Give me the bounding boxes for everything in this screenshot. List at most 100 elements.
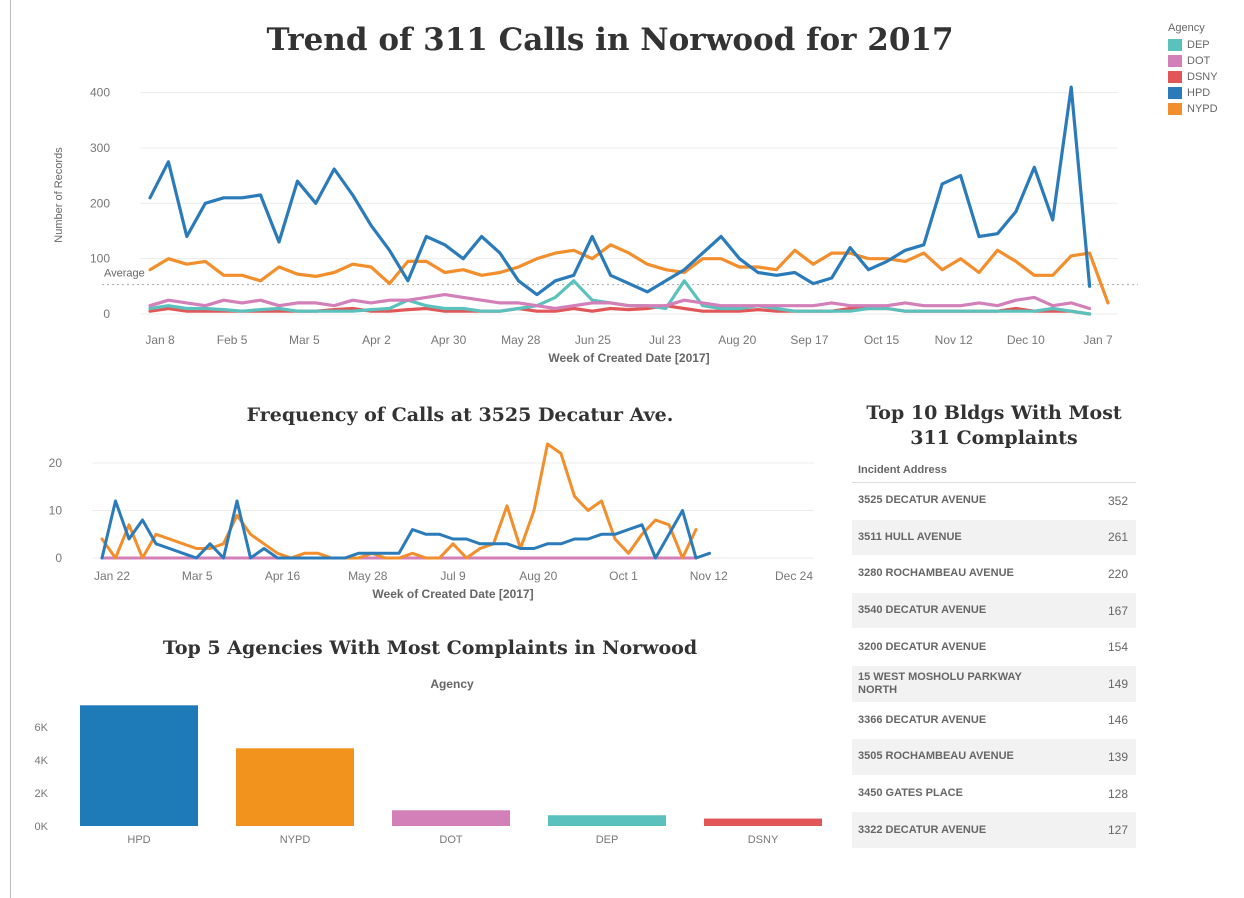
table-row: 3322 DECATUR AVENUE 127 (852, 812, 1136, 849)
bar-nypd (236, 748, 354, 826)
x-tick-label: Apr 16 (265, 569, 301, 583)
legend-label: DOT (1187, 55, 1211, 67)
table-row: 3505 ROCHAMBEAU AVENUE 139 (852, 739, 1136, 776)
top10-title-line2: 311 Complaints (910, 427, 1078, 449)
incident-address: 3450 GATES PLACE (858, 787, 963, 800)
bar-category-label: DOT (439, 834, 463, 846)
incident-address: 3200 DECATUR AVENUE (858, 640, 987, 653)
complaint-count: 139 (1107, 749, 1128, 764)
x-tick-label: Apr 30 (431, 333, 467, 347)
y-tick-label: 10 (49, 504, 63, 518)
x-axis-label: Week of Created Date [2017] (548, 351, 709, 365)
x-axis-label: Week of Created Date [2017] (372, 587, 533, 601)
complaint-count: 167 (1107, 603, 1128, 618)
bar-category-label: HPD (127, 834, 150, 846)
complaint-count: 154 (1107, 640, 1128, 655)
y-tick-label: 20 (49, 456, 63, 470)
legend-label: DSNY (1187, 71, 1218, 83)
legend-label: DEP (1187, 39, 1210, 51)
average-label: Average (104, 268, 145, 280)
table-row: 3200 DECATUR AVENUE 154 (852, 629, 1136, 666)
table-row: 3511 HULL AVENUE 261 (852, 519, 1136, 557)
x-tick-label: Mar 5 (182, 569, 213, 583)
x-tick-label: Jun 25 (575, 333, 611, 347)
x-tick-label: Sep 17 (790, 333, 828, 347)
series-line-nypd (148, 243, 1110, 305)
y-tick-label: 300 (90, 141, 110, 155)
building-line-chart: 0 10 20 Jan 22 Mar 5 Apr 16 May 28 Jul 9 Aug 20 O… (49, 442, 814, 601)
bar-dsny (704, 818, 822, 826)
complaint-count: 128 (1107, 786, 1128, 801)
legend-swatch (1168, 87, 1182, 99)
legend-label: NYPD (1187, 103, 1218, 115)
legend-item-dot[interactable]: DOT (1168, 53, 1218, 69)
agency-legend: Agency DEP DOT DSNY HPD NYPD (1168, 22, 1218, 117)
x-tick-label: Dec 24 (775, 569, 813, 583)
legend-swatch (1168, 103, 1182, 115)
bar-y-tick-label: 2K (35, 788, 49, 800)
x-tick-label: Jan 22 (94, 569, 130, 583)
legend-swatch (1168, 55, 1182, 67)
legend-item-dsny[interactable]: DSNY (1168, 69, 1218, 85)
table-row: 3280 ROCHAMBEAU AVENUE 220 (852, 556, 1136, 593)
y-axis-label: Number of Records (53, 147, 65, 243)
incident-address: 3280 ROCHAMBEAU AVENUE (858, 567, 1014, 580)
incident-address: 3322 DECATUR AVENUE (858, 823, 987, 836)
top10-table: Incident Address 3525 DECATUR AVENUE 352 3… (852, 460, 1136, 849)
y-tick-label: 100 (90, 252, 110, 266)
trend-line-chart: 0 100 200 300 400 Jan 8 Feb 5 Mar 5 Apr 2 Apr 30 M… (53, 85, 1138, 365)
table-row: 3366 DECATUR AVENUE 146 (852, 703, 1136, 740)
agencies-chart-title: Top 5 Agencies With Most Complaints in N… (162, 637, 698, 659)
x-tick-label: Mar 5 (289, 333, 320, 347)
bar-dot (392, 810, 510, 826)
complaint-count: 127 (1107, 823, 1128, 838)
building-chart-title: Frequency of Calls at 3525 Decatur Ave. (246, 404, 674, 426)
incident-address: 3366 DECATUR AVENUE (858, 713, 987, 726)
table-row: 3450 GATES PLACE 128 (852, 776, 1136, 813)
bar-dep (548, 815, 666, 826)
gridlines (140, 92, 1118, 315)
top10-title-line1: Top 10 Bldgs With Most (866, 402, 1122, 424)
x-tick-label: Dec 10 (1007, 333, 1045, 347)
x-tick-label: Jul 23 (649, 333, 681, 347)
x-tick-label: Feb 5 (217, 333, 248, 347)
incident-address: 3511 HULL AVENUE (858, 530, 962, 543)
x-tick-label: Nov 12 (935, 333, 973, 347)
x-tick-label: Jul 9 (440, 569, 466, 583)
bar-chart-header: Agency (430, 677, 474, 691)
x-tick-label: Oct 15 (864, 333, 900, 347)
incident-address: 3505 ROCHAMBEAU AVENUE (858, 750, 1014, 763)
complaint-count: 149 (1107, 676, 1128, 691)
bar-y-tick-label: 4K (35, 755, 49, 767)
y-tick-label: 200 (90, 196, 110, 210)
bar-category-label: NYPD (280, 834, 311, 846)
complaint-count: 261 (1107, 530, 1128, 545)
y-tick-label: 400 (90, 86, 110, 100)
incident-address: 15 WEST MOSHOLU PARKWAY NORTH (858, 670, 1022, 696)
x-tick-label: Aug 20 (718, 333, 756, 347)
legend-swatch (1168, 71, 1182, 83)
complaint-count: 146 (1107, 713, 1128, 728)
top10-title: Top 10 Bldgs With Most 311 Complaints (852, 401, 1136, 451)
series-line-nypd (100, 442, 698, 560)
series-line-hpd (100, 499, 711, 560)
table-header-address: Incident Address (852, 460, 1136, 483)
bar-y-tick-label: 0K (35, 821, 49, 833)
bar-hpd (80, 705, 198, 826)
complaint-count: 220 (1107, 566, 1128, 581)
frame-border (10, 0, 11, 898)
series-line-hpd (148, 85, 1092, 297)
legend-swatch (1168, 39, 1182, 51)
incident-address: 3525 DECATUR AVENUE (858, 494, 987, 507)
legend-item-hpd[interactable]: HPD (1168, 85, 1218, 101)
x-tick-label: Aug 20 (519, 569, 557, 583)
y-tick-label: 0 (103, 307, 110, 321)
complaint-count: 352 (1107, 493, 1128, 508)
legend-item-nypd[interactable]: NYPD (1168, 101, 1218, 117)
x-tick-label: Nov 12 (690, 569, 728, 583)
bar-category-label: DSNY (748, 834, 779, 846)
x-tick-label: Oct 1 (609, 569, 638, 583)
legend-item-dep[interactable]: DEP (1168, 37, 1218, 53)
agencies-bar-chart: Agency 0K 2K 4K 6K HPD NYPD DOT DEP DSNY (35, 677, 822, 846)
table-row: 15 WEST MOSHOLU PARKWAY NORTH 149 (852, 665, 1136, 703)
